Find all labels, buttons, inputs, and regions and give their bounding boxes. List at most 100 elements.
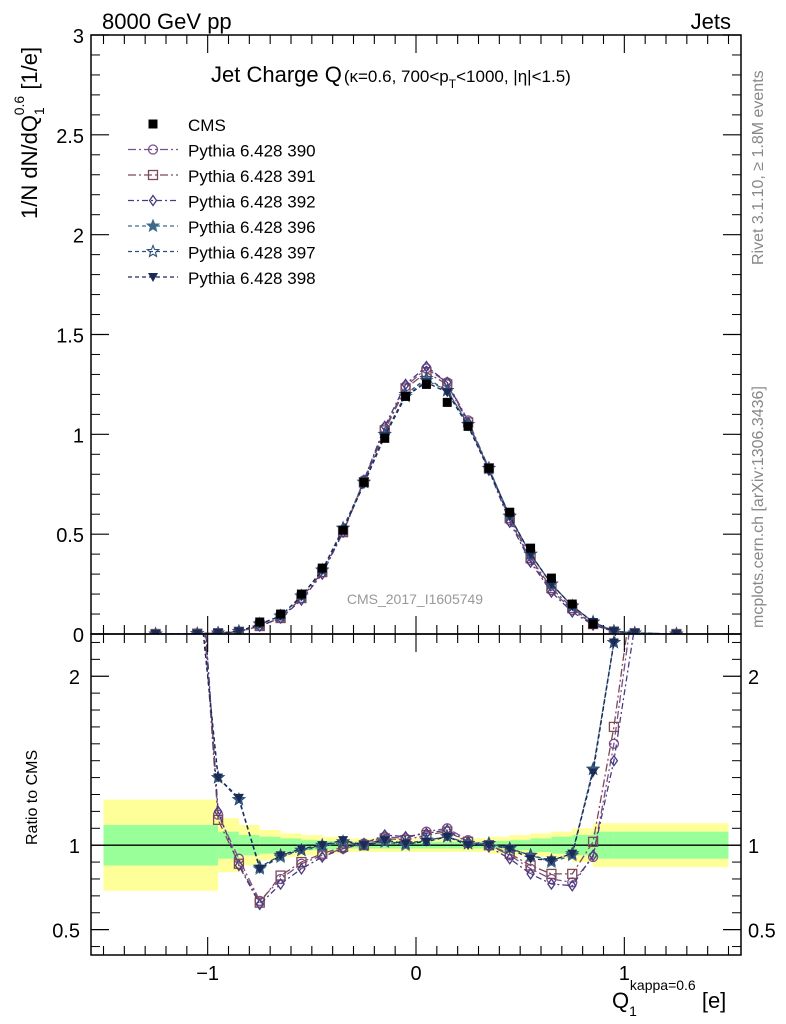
chart-title-sub: (κ=0.6, 700<p bbox=[344, 67, 449, 86]
chart-title: Jet Charge Q (κ=0.6, 700<pT<1000, |η|<1.5… bbox=[211, 62, 571, 91]
ratio-marker bbox=[317, 850, 327, 864]
ratio-marker bbox=[483, 841, 494, 851]
ratio-marker bbox=[608, 738, 620, 749]
ratio-marker bbox=[275, 851, 286, 861]
series-marker bbox=[192, 629, 203, 634]
data-point bbox=[442, 397, 452, 407]
x-axis-label: Q1 kappa=0.6 [e] bbox=[612, 977, 726, 1019]
data-point bbox=[276, 609, 286, 619]
data-point bbox=[296, 589, 306, 599]
jets-label: Jets bbox=[691, 9, 731, 34]
energy-label: 8000 GeV pp bbox=[102, 9, 232, 34]
ratio-x-ticks: −1 0 1 bbox=[102, 634, 730, 985]
ratio-marker bbox=[213, 805, 223, 818]
y-label-sup: 0.6 bbox=[11, 96, 27, 116]
data-point bbox=[526, 543, 536, 553]
series-marker bbox=[190, 626, 205, 634]
ratio-marker bbox=[525, 854, 536, 864]
ratio-marker bbox=[608, 638, 619, 648]
ratio-marker bbox=[588, 849, 598, 862]
series-marker bbox=[442, 388, 453, 398]
legend-label: Pythia 6.428 397 bbox=[188, 244, 316, 263]
series-marker bbox=[213, 629, 224, 634]
data-point bbox=[421, 379, 431, 389]
ratio-marker bbox=[546, 856, 557, 866]
ratio-line bbox=[205, 634, 635, 906]
data-point bbox=[505, 507, 515, 517]
ratio-marker bbox=[233, 793, 244, 803]
series-marker bbox=[627, 625, 642, 634]
x-tick-label: 0 bbox=[410, 963, 421, 985]
y-tick-label-ratio: 1 bbox=[69, 836, 80, 858]
series-marker bbox=[233, 627, 244, 634]
main-y-axis: 0 0.5 1 1.5 2 2.5 3 bbox=[56, 26, 741, 647]
data-point bbox=[484, 463, 494, 473]
legend-marker bbox=[148, 273, 158, 282]
series-marker bbox=[629, 629, 640, 634]
x-label-sup: kappa=0.6 bbox=[630, 977, 696, 993]
y-tick-label-ratio: 2 bbox=[69, 667, 80, 689]
legend-marker bbox=[145, 218, 161, 233]
x-label-sub: 1 bbox=[629, 1003, 637, 1019]
ratio-marker bbox=[442, 832, 453, 842]
ratio-marker bbox=[587, 836, 599, 847]
ratio-marker bbox=[588, 768, 599, 778]
legend: CMS Pythia 6.428 390 Pythia 6.428 391 Pythi… bbox=[128, 116, 316, 288]
ratio-marker bbox=[296, 856, 307, 868]
y-label-main: 1/N dN/dQ bbox=[17, 115, 42, 219]
series-marker bbox=[210, 625, 226, 634]
y-tick-label-top: 1 bbox=[73, 425, 84, 447]
data-point bbox=[380, 433, 390, 443]
ratio-marker bbox=[526, 867, 535, 881]
ratio-marker bbox=[587, 851, 599, 863]
ratio-marker bbox=[234, 859, 244, 872]
x-label-main: Q bbox=[612, 988, 629, 1013]
y-tick-label-top: 3 bbox=[73, 26, 84, 48]
x-tick-label: 1 bbox=[619, 963, 630, 985]
rivet-label: Rivet 3.1.10, ≥ 1.8M events bbox=[750, 70, 767, 265]
y-tick-label-ratio-right: 2 bbox=[748, 667, 759, 689]
series-marker bbox=[608, 627, 619, 634]
ratio-marker bbox=[338, 842, 348, 855]
mcplots-label: mcplots.cern.ch [arXiv:1306.3436] bbox=[750, 386, 767, 628]
watermark: CMS_2017_I1605749 bbox=[347, 591, 483, 607]
ratio-series-group bbox=[202, 634, 635, 911]
ratio-marker bbox=[567, 879, 577, 892]
data-point bbox=[588, 619, 598, 629]
y-tick-label-ratio-right: 0.5 bbox=[748, 921, 776, 943]
legend-marker bbox=[147, 169, 159, 181]
series-marker bbox=[526, 555, 535, 569]
chart-title-main: Jet Charge Q bbox=[211, 62, 342, 87]
ratio-line bbox=[202, 634, 617, 870]
main-panel: 0 0.5 1 1.5 2 2.5 3 Jet Charge Q (κ=0.6, 700<pT… bbox=[11, 26, 742, 647]
ratio-marker bbox=[400, 839, 411, 849]
ratio-marker bbox=[421, 837, 432, 847]
chart-title-sub-end: <1000, |η|<1.5) bbox=[456, 67, 571, 86]
y-tick-label-top: 1.5 bbox=[56, 326, 84, 348]
y-label-sub: 1 bbox=[31, 107, 47, 115]
y-axis-label-ratio: Ratio to CMS bbox=[24, 750, 41, 845]
data-point bbox=[567, 599, 577, 609]
ratio-line bbox=[204, 634, 628, 904]
data-point bbox=[546, 573, 556, 583]
x-tick-label: −1 bbox=[196, 963, 219, 985]
ratio-line bbox=[202, 634, 617, 869]
series-marker bbox=[148, 626, 163, 634]
legend-label: Pythia 6.428 398 bbox=[188, 269, 316, 288]
legend-marker bbox=[145, 243, 161, 258]
series-marker bbox=[150, 630, 161, 634]
y-tick-label-top: 0.5 bbox=[56, 525, 84, 547]
data-point bbox=[463, 421, 473, 431]
ratio-marker bbox=[463, 841, 474, 851]
y-axis-label-top: 1/N dN/dQ1 0.6 [1/e] bbox=[11, 47, 47, 219]
data-point bbox=[359, 477, 369, 487]
series-marker bbox=[547, 585, 556, 599]
series-marker bbox=[669, 626, 684, 634]
ratio-y-axis: 0.5 0.5 1 1 2 2 bbox=[52, 641, 776, 948]
ratio-marker bbox=[567, 868, 578, 880]
series-marker bbox=[231, 623, 247, 634]
data-point bbox=[317, 563, 327, 573]
legend-marker bbox=[148, 194, 158, 207]
ratio-marker bbox=[609, 754, 619, 767]
